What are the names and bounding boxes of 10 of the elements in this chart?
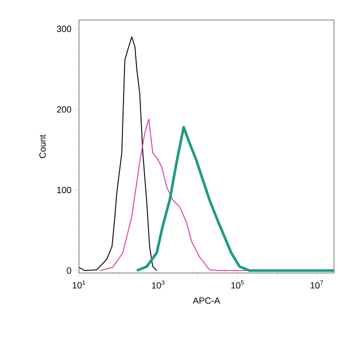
x-tick-label: 10$^{5}$ bbox=[231, 280, 244, 289]
x-tick-label: 10$^{1}$ bbox=[72, 280, 86, 289]
x-tick-label: 10$^{7}$ bbox=[310, 280, 324, 289]
x-axis-title: APC-A bbox=[192, 297, 220, 304]
y-tick-label: 300 bbox=[56, 26, 72, 32]
y-tick-label: 0 bbox=[66, 267, 72, 274]
x-tick-label: 10$^{3}$ bbox=[152, 280, 164, 289]
y-axis-title: Count bbox=[39, 134, 46, 158]
y-tick-label: 100 bbox=[57, 186, 72, 194]
y-tick-label: 200 bbox=[56, 106, 72, 113]
